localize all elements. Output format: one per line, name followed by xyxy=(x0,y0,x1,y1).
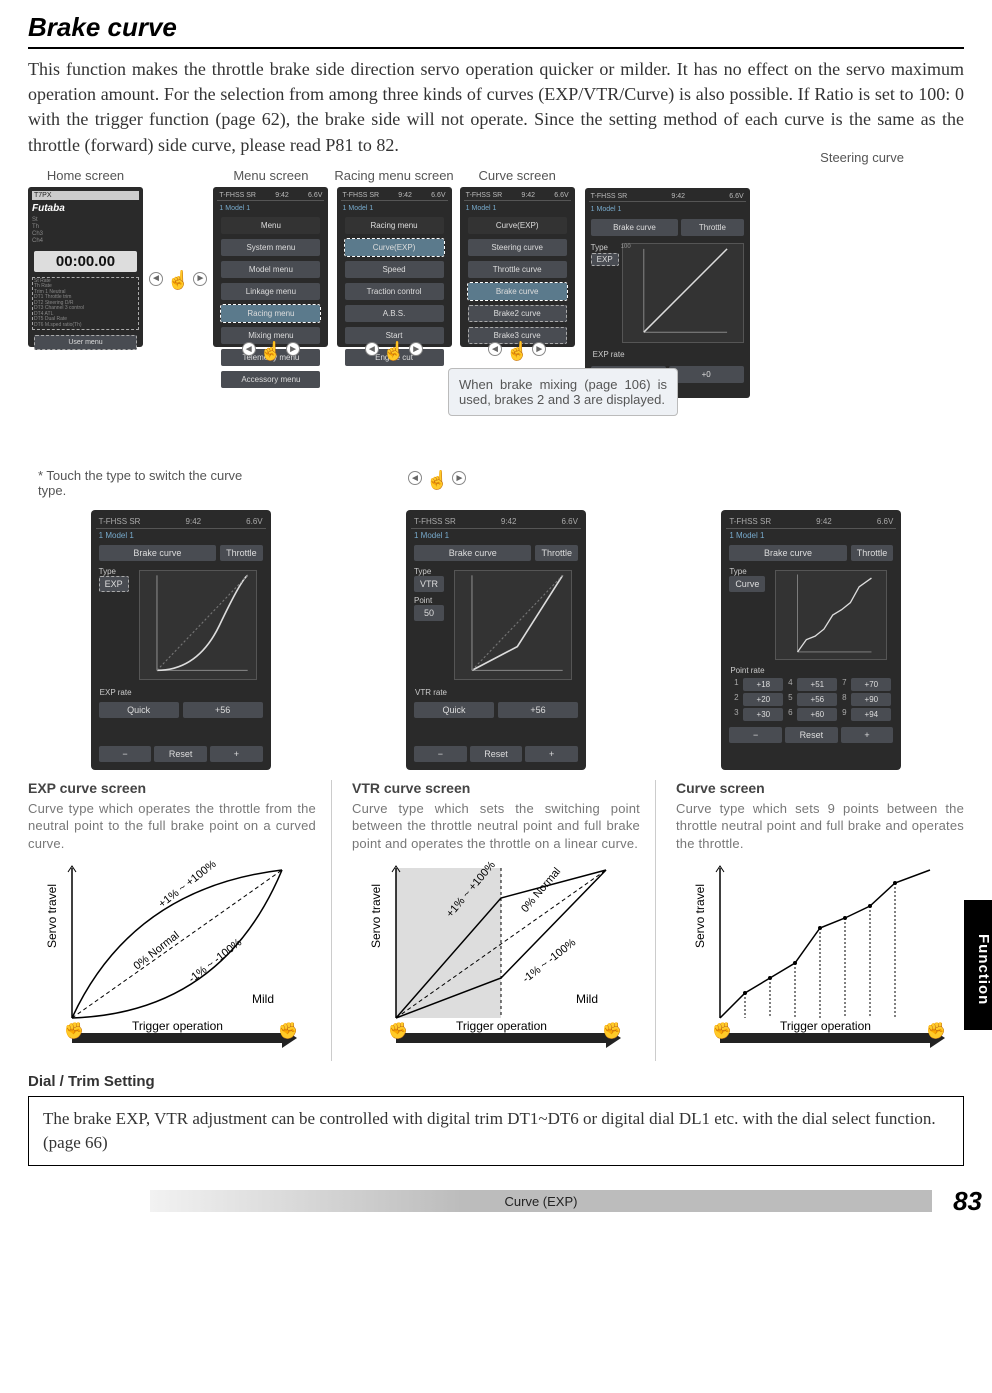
point-value[interactable]: +70 xyxy=(851,678,891,691)
nav-arrow-left-icon: ◄ xyxy=(149,272,163,286)
menu-item[interactable]: Linkage menu xyxy=(221,283,320,300)
point-value[interactable]: +94 xyxy=(851,708,891,721)
point-value[interactable]: +30 xyxy=(743,708,783,721)
svg-text:Trigger operation: Trigger operation xyxy=(780,1019,871,1033)
racing-item[interactable]: Speed xyxy=(345,261,444,278)
exp-diagram: Servo travel +1% ~ +100% 0% Normal -1% ~… xyxy=(28,858,316,1058)
type-vtr[interactable]: VTR xyxy=(414,576,444,592)
brake-curve-big-screen: T-FHSS SR9:426.6V 1 Model 1 Brake curve … xyxy=(585,188,750,398)
plus-button[interactable]: + xyxy=(525,746,578,762)
rate-value[interactable]: +0 xyxy=(669,366,744,383)
reset-button[interactable]: Reset xyxy=(785,727,838,743)
footer-bar: Curve (EXP) xyxy=(150,1190,932,1212)
svg-text:✊: ✊ xyxy=(64,1022,84,1040)
hand-tap-icon: ☝ xyxy=(167,270,189,291)
menu-screen-label: Menu screen xyxy=(233,168,308,183)
dial-trim-box: The brake EXP, VTR adjustment can be con… xyxy=(28,1096,964,1166)
brake-mixing-callout: When brake mixing (page 106) is used, br… xyxy=(448,368,678,416)
svg-text:Servo travel: Servo travel xyxy=(693,884,707,948)
vtr-diagram: Servo travel +1% ~ +100% 0% Normal -1% ~… xyxy=(352,858,640,1058)
intro-text: This function makes the throttle brake s… xyxy=(28,57,964,158)
racing-item[interactable]: Traction control xyxy=(345,283,444,300)
exp-title: EXP curve screen xyxy=(28,780,316,796)
reset-button[interactable]: Reset xyxy=(470,746,523,762)
minus-button[interactable]: − xyxy=(414,746,467,762)
section-tab: Function xyxy=(964,900,992,1030)
svg-text:Mild: Mild xyxy=(576,992,598,1006)
svg-text:0% Normal: 0% Normal xyxy=(131,930,181,973)
racing-screen-label: Racing menu screen xyxy=(334,168,453,183)
point-value[interactable]: +90 xyxy=(851,693,891,706)
vtr-curve-screen: T-FHSS SR9:426.6V 1 Model 1 Brake curveT… xyxy=(406,510,586,770)
curve-desc: Curve type which sets 9 points between t… xyxy=(676,800,964,853)
curve-item-brake[interactable]: Brake curve xyxy=(468,283,567,300)
curve-item[interactable]: Steering curve xyxy=(468,239,567,256)
plus-button[interactable]: + xyxy=(841,727,894,743)
point-value[interactable]: +51 xyxy=(797,678,837,691)
svg-text:-1% ~ -100%: -1% ~ -100% xyxy=(520,937,578,986)
svg-text:✊: ✊ xyxy=(712,1022,732,1040)
home-timer: 00:00.00 xyxy=(34,251,137,272)
menu-screen: T-FHSS SR9:426.6V 1 Model 1 Menu System … xyxy=(213,187,328,347)
curve-item[interactable]: Throttle curve xyxy=(468,261,567,278)
svg-text:Servo travel: Servo travel xyxy=(45,884,59,948)
home-screen: T7PX Futaba StThCh3Ch4 00:00.00 St RateT… xyxy=(28,187,143,347)
menu-item[interactable]: Accessory menu xyxy=(221,371,320,388)
svg-text:Trigger operation: Trigger operation xyxy=(456,1019,547,1033)
switch-type-note: * Touch the type to switch the curve typ… xyxy=(38,468,248,498)
point-rate-grid: 1+18 4+51 7+70 2+20 5+56 8+90 3+30 6+60 … xyxy=(726,675,896,724)
svg-text:✊: ✊ xyxy=(388,1022,408,1040)
home-user-menu[interactable]: User menu xyxy=(34,335,137,350)
svg-text:0% Normal: 0% Normal xyxy=(519,866,563,915)
exp-rate-value[interactable]: +56 xyxy=(183,702,263,718)
point-value[interactable]: +18 xyxy=(743,678,783,691)
svg-text:+1% ~ +100%: +1% ~ +100% xyxy=(156,858,218,910)
exp-desc: Curve type which operates the throttle f… xyxy=(28,800,316,853)
svg-text:✊: ✊ xyxy=(278,1022,298,1040)
point-value[interactable]: +56 xyxy=(797,693,837,706)
steering-curve-label: Steering curve xyxy=(820,150,904,165)
dial-trim-heading: Dial / Trim Setting xyxy=(28,1073,964,1090)
svg-text:✊: ✊ xyxy=(926,1022,946,1040)
svg-text:Servo travel: Servo travel xyxy=(369,884,383,948)
menu-item-racing[interactable]: Racing menu xyxy=(221,305,320,322)
curve-9pt-screen: T-FHSS SR9:426.6V 1 Model 1 Brake curveT… xyxy=(721,510,901,770)
menu-item[interactable]: System menu xyxy=(221,239,320,256)
svg-text:Mild: Mild xyxy=(252,992,274,1006)
quick-button[interactable]: Quick xyxy=(414,702,494,718)
minus-button[interactable]: − xyxy=(99,746,152,762)
svg-text:✊: ✊ xyxy=(602,1022,622,1040)
svg-text:Trigger operation: Trigger operation xyxy=(132,1019,223,1033)
racing-item[interactable]: A.B.S. xyxy=(345,305,444,322)
vtr-desc: Curve type which sets the switching poin… xyxy=(352,800,640,853)
home-screen-label: Home screen xyxy=(47,168,124,183)
curve-item-brake2[interactable]: Brake2 curve xyxy=(468,305,567,322)
vtr-point-value[interactable]: 50 xyxy=(414,605,444,621)
quick-button[interactable]: Quick xyxy=(99,702,179,718)
svg-text:-1% ~ -100%: -1% ~ -100% xyxy=(186,937,244,986)
vtr-rate-value[interactable]: +56 xyxy=(498,702,578,718)
reset-button[interactable]: Reset xyxy=(154,746,207,762)
exp-curve-screen: T-FHSS SR9:426.6V 1 Model 1 Brake curveT… xyxy=(91,510,271,770)
point-value[interactable]: +20 xyxy=(743,693,783,706)
curve-diagram: Servo travel Trigger operation ✊ ✊ xyxy=(676,858,964,1058)
racing-menu-screen: T-FHSS SR9:426.6V 1 Model 1 Racing menu … xyxy=(337,187,452,347)
minus-button[interactable]: − xyxy=(729,727,782,743)
curve-select-screen: T-FHSS SR9:426.6V 1 Model 1 Curve(EXP) S… xyxy=(460,187,575,347)
curve-title: Curve screen xyxy=(676,780,964,796)
vtr-title: VTR curve screen xyxy=(352,780,640,796)
menu-item[interactable]: Model menu xyxy=(221,261,320,278)
nav-arrow-right-icon: ► xyxy=(193,272,207,286)
racing-item-curve[interactable]: Curve(EXP) xyxy=(345,239,444,256)
type-selector-exp[interactable]: EXP xyxy=(591,253,619,266)
curve-screen-label: Curve screen xyxy=(479,168,556,183)
type-exp[interactable]: EXP xyxy=(99,576,129,592)
plus-button[interactable]: + xyxy=(210,746,263,762)
page-title: Brake curve xyxy=(28,12,964,49)
page-number: 83 xyxy=(932,1186,992,1217)
point-value[interactable]: +60 xyxy=(797,708,837,721)
type-curve[interactable]: Curve xyxy=(729,576,765,592)
